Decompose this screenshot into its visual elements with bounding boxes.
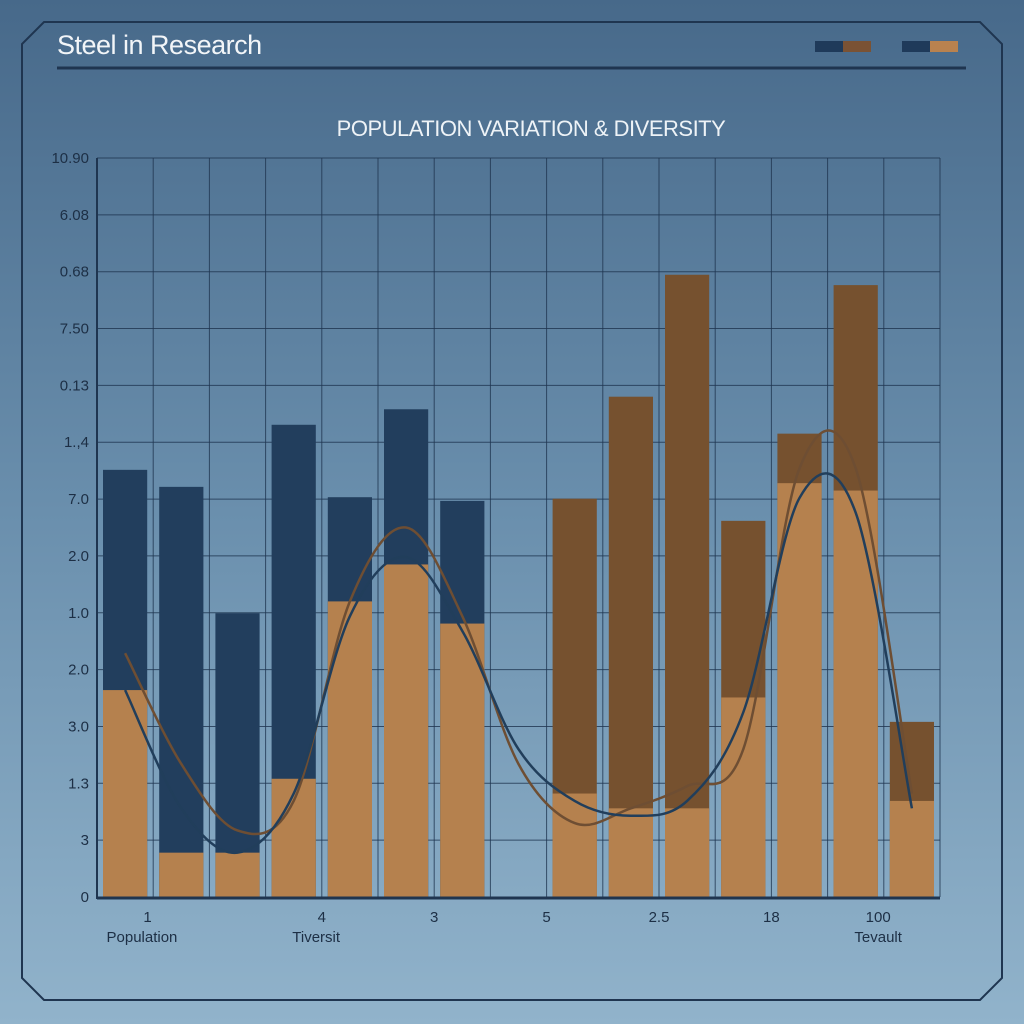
bar-fill — [777, 483, 822, 897]
bar-fill — [833, 490, 878, 897]
y-tick-label: 0 — [81, 889, 89, 906]
x-tick-label: 4 — [318, 909, 326, 926]
x-tick-label: 3 — [430, 909, 438, 926]
bar-fill — [665, 808, 710, 897]
bar-fill — [327, 601, 372, 897]
grid — [96, 157, 941, 897]
legend-swatch-1[interactable] — [815, 41, 871, 52]
y-tick-label: 1.,4 — [64, 434, 89, 451]
app-title: Steel in Research — [57, 30, 262, 60]
axes: 10.90 6.08 0.68 7.50 0.13 1.,4 7.0 2.0 1.0 2.0 3.0… — [51, 150, 940, 946]
y-tick-label: 2.0 — [68, 662, 89, 679]
x-tick-label: 5 — [542, 909, 550, 926]
y-tick-label: 3.0 — [68, 718, 89, 735]
x-group-label: Population — [107, 929, 178, 946]
bar-fill — [721, 697, 766, 897]
x-tick-label: 18 — [763, 909, 780, 926]
y-tick-label: 2.0 — [68, 548, 89, 565]
y-tick-label: 1.0 — [68, 605, 89, 622]
series-line-brown — [123, 429, 914, 836]
y-tick-label: 7.50 — [60, 321, 89, 338]
legend-swatch-2[interactable] — [902, 41, 958, 52]
x-tick-label: 2.5 — [649, 909, 670, 926]
y-tick-label: 7.0 — [68, 491, 89, 508]
y-tick-label: 0.13 — [60, 377, 89, 394]
series-line-blue — [123, 472, 914, 854]
chart-title: POPULATION VARIATION & DIVERSITY — [336, 116, 726, 141]
bar-fill — [159, 852, 204, 897]
bar — [159, 486, 204, 897]
bar-fill — [103, 690, 148, 897]
bar-fill — [889, 800, 934, 897]
bar-fill — [608, 808, 653, 897]
x-tick-label: 1 — [143, 909, 151, 926]
y-tick-label: 1.3 — [68, 775, 89, 792]
bars — [103, 274, 934, 898]
lines — [123, 429, 914, 854]
x-group-label: Tiversit — [292, 929, 341, 946]
x-group-label: Tevault — [854, 929, 902, 946]
y-tick-label: 0.68 — [60, 264, 89, 281]
bar-fill — [271, 778, 316, 897]
bar-fill — [384, 564, 429, 897]
y-tick-label: 10.90 — [51, 150, 89, 167]
bar-fill — [552, 793, 597, 897]
x-tick-label: 100 — [866, 909, 891, 926]
bar-fill — [440, 623, 485, 897]
bar-fill — [215, 852, 260, 897]
y-tick-label: 3 — [81, 832, 89, 849]
y-tick-label: 6.08 — [60, 207, 89, 224]
bar — [665, 274, 710, 898]
